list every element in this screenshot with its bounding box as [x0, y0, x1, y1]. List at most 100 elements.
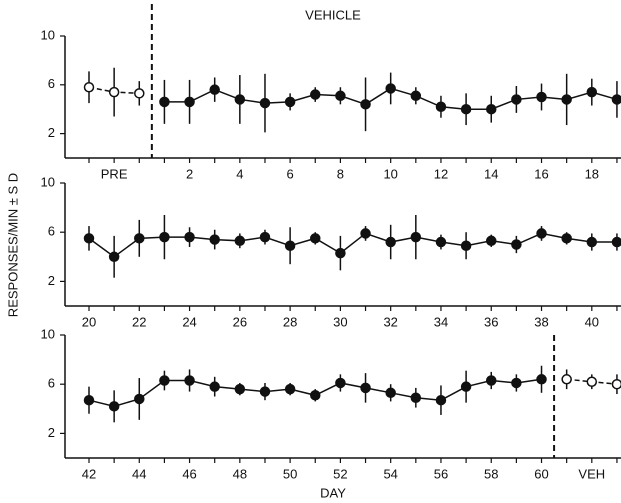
x-tick-label: 2	[186, 166, 193, 181]
y-tick-label: 6	[48, 376, 55, 391]
data-point	[536, 91, 547, 103]
y-tick-label: 10	[41, 174, 55, 189]
x-tick-label: 10	[383, 166, 397, 181]
data-point	[335, 377, 346, 389]
data-point	[234, 383, 246, 395]
data-point	[310, 89, 321, 100]
data-point	[410, 231, 422, 243]
data-point	[83, 233, 95, 244]
data-point	[159, 375, 170, 386]
data-point	[360, 382, 371, 394]
data-point	[335, 247, 346, 259]
x-tick-label: 50	[283, 466, 297, 481]
y-tick-label: 6	[48, 76, 55, 91]
data-point	[83, 81, 95, 93]
data-point	[536, 228, 547, 239]
data-point	[335, 90, 346, 102]
data-point	[259, 386, 271, 397]
data-point	[310, 390, 321, 401]
data-point	[485, 235, 497, 247]
data-point	[209, 381, 220, 392]
x-tick-label: 54	[383, 466, 397, 481]
data-point	[209, 234, 220, 245]
data-point	[435, 236, 447, 248]
data-point	[586, 86, 598, 98]
data-point	[536, 374, 547, 385]
data-point	[284, 96, 296, 108]
x-tick-label: 6	[287, 166, 294, 181]
data-point	[234, 235, 246, 247]
data-point	[159, 96, 170, 108]
data-point	[611, 94, 621, 105]
data-point	[184, 231, 195, 243]
data-point	[460, 103, 472, 115]
x-tick-label: 32	[383, 314, 397, 329]
data-point	[435, 101, 447, 113]
data-point	[385, 83, 396, 94]
x-tick-label: 48	[233, 466, 247, 481]
data-point	[360, 99, 371, 110]
data-point	[586, 236, 598, 248]
data-point	[410, 90, 422, 102]
y-tick-label: 6	[48, 224, 55, 239]
data-point	[410, 392, 422, 403]
x-tick-label: VEH	[578, 466, 605, 481]
x-tick-label: 44	[132, 466, 146, 481]
x-tick-label: 58	[484, 466, 498, 481]
x-tick-label: 4	[236, 166, 243, 181]
data-point	[284, 383, 296, 395]
data-point	[460, 381, 472, 392]
data-point	[586, 376, 598, 387]
x-tick-label: 14	[484, 166, 498, 181]
data-point	[184, 96, 195, 108]
data-point	[485, 103, 497, 115]
data-point	[134, 233, 145, 244]
data-point	[360, 228, 371, 239]
data-point	[184, 375, 195, 386]
y-tick-label: 10	[41, 27, 55, 42]
x-tick-label: 18	[585, 166, 599, 181]
y-tick-label: 2	[48, 273, 55, 288]
x-tick-label: 12	[434, 166, 448, 181]
y-axis-label: RESPONSES/MIN ± S D	[5, 173, 20, 317]
x-tick-label: 42	[82, 466, 96, 481]
y-tick-label: 2	[48, 425, 55, 440]
x-tick-label: PRE	[101, 166, 128, 181]
data-point	[259, 97, 271, 109]
x-tick-label: 30	[333, 314, 347, 329]
data-point	[310, 233, 321, 244]
data-point	[561, 94, 572, 105]
data-point	[385, 387, 396, 399]
data-point	[284, 240, 296, 251]
x-tick-label: 22	[132, 314, 146, 329]
data-point	[435, 394, 447, 406]
data-point	[485, 375, 497, 386]
data-point	[561, 374, 572, 385]
x-tick-label: 20	[82, 314, 96, 329]
chart-title: VEHICLE	[305, 7, 361, 22]
series-line	[88, 232, 617, 258]
data-point	[234, 94, 246, 105]
data-point	[511, 94, 522, 105]
data-point	[134, 88, 145, 99]
x-tick-label: 24	[182, 314, 196, 329]
data-point	[511, 239, 522, 250]
data-point	[209, 84, 220, 95]
data-point	[511, 377, 522, 389]
x-tick-label: 26	[233, 314, 247, 329]
data-point	[159, 231, 170, 243]
x-tick-label: 38	[534, 314, 548, 329]
data-point	[561, 233, 572, 244]
x-tick-label: 40	[585, 314, 599, 329]
data-point	[460, 240, 472, 251]
x-tick-label: 52	[333, 466, 347, 481]
y-tick-label: 2	[48, 125, 55, 140]
x-tick-label: 56	[434, 466, 448, 481]
x-tick-label: 16	[534, 166, 548, 181]
x-tick-label: 28	[283, 314, 297, 329]
data-point	[83, 394, 95, 406]
data-point	[259, 231, 271, 243]
data-point	[385, 236, 396, 248]
x-tick-label: 36	[484, 314, 498, 329]
